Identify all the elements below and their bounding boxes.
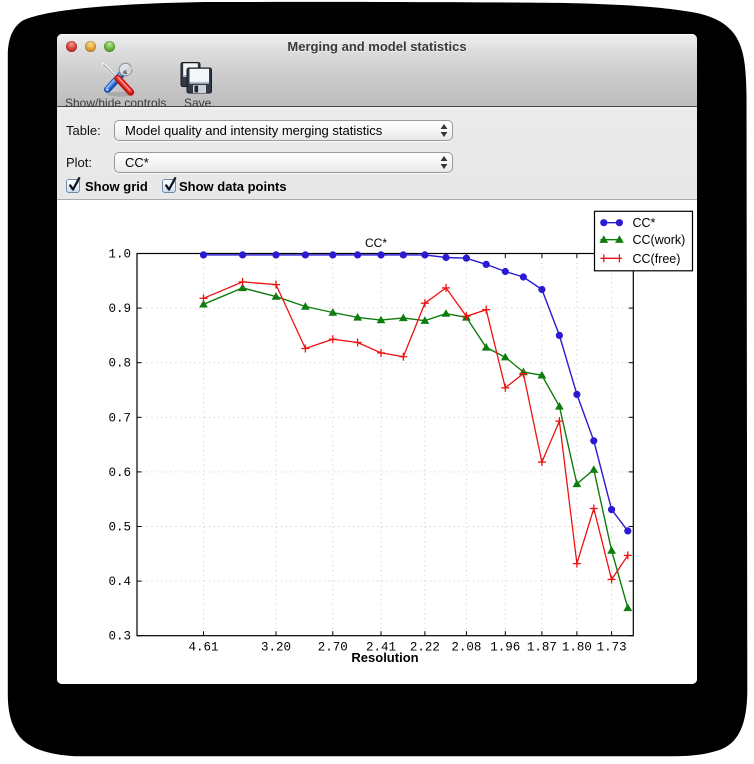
svg-text:1.87: 1.87 [527,641,557,655]
svg-text:0.7: 0.7 [108,411,131,425]
svg-text:CC*: CC* [633,216,656,230]
svg-text:1.0: 1.0 [108,248,131,262]
svg-text:CC(work): CC(work) [633,233,686,247]
svg-text:2.22: 2.22 [410,641,440,655]
svg-text:1.80: 1.80 [562,641,592,655]
svg-text:4.61: 4.61 [188,641,218,655]
svg-text:0.3: 0.3 [108,630,131,644]
svg-text:0.9: 0.9 [108,302,131,316]
svg-text:0.6: 0.6 [108,466,131,480]
svg-text:3.20: 3.20 [261,641,291,655]
svg-text:0.8: 0.8 [108,357,131,371]
svg-text:0.4: 0.4 [108,575,131,589]
svg-text:0.5: 0.5 [108,521,131,535]
svg-text:1.73: 1.73 [597,641,627,655]
svg-text:Resolution: Resolution [351,650,418,665]
svg-text:CC*: CC* [365,236,387,250]
svg-text:2.70: 2.70 [318,641,348,655]
svg-text:2.08: 2.08 [451,641,481,655]
svg-text:1.96: 1.96 [490,641,520,655]
svg-text:2.41: 2.41 [366,641,396,655]
svg-text:CC(free): CC(free) [633,252,681,266]
